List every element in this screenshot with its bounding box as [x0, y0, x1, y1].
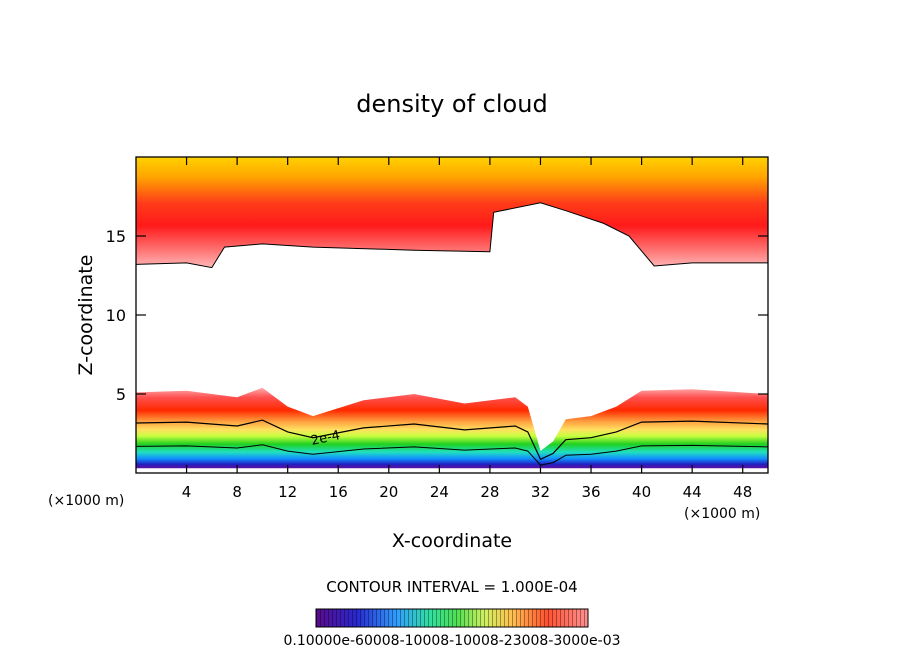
- x-tick-label: 20: [379, 483, 398, 501]
- upper-layer-edge: [136, 202, 768, 269]
- colorbar: [315, 608, 589, 628]
- x-tick-label: 4: [182, 483, 192, 501]
- y-tick-label: 10: [106, 306, 126, 325]
- x-tick-label: 36: [581, 483, 600, 501]
- x-tick-label: 32: [531, 483, 550, 501]
- x-tick-label: 48: [733, 483, 752, 501]
- contour-interval-text: CONTOUR INTERVAL = 1.000E-04: [326, 578, 577, 596]
- x-axis-label: X-coordinate: [392, 530, 512, 552]
- y-axis-label: Z-coordinate: [75, 255, 97, 376]
- x-unit-right: (×1000 m): [684, 506, 760, 522]
- plot-area: [136, 157, 768, 469]
- upper-cloud-layer: [136, 157, 768, 268]
- contour-line-2e-4: [136, 419, 768, 461]
- x-tick-label: 40: [632, 483, 651, 501]
- y-axis-ticks: 5 10 15: [106, 227, 768, 404]
- x-tick-label: 44: [683, 483, 702, 501]
- colorbar-frame: [315, 608, 589, 628]
- x-tick-label: 24: [430, 483, 449, 501]
- x-tick-label: 16: [329, 483, 348, 501]
- colorbar-stripes: [316, 609, 588, 627]
- y-tick-label: 5: [116, 385, 126, 404]
- contour-line-low: [136, 444, 768, 466]
- x-axis-ticks: 4 8 12 16 20 24 28 32 36 40 44 48: [182, 157, 752, 501]
- x-tick-label: 8: [232, 483, 242, 501]
- y-tick-label: 15: [106, 227, 126, 246]
- colorbar-tick-labels: 0.10000e-60008-10008-10008-23008-3000e-0…: [283, 633, 620, 649]
- contour-inline-label: 2e-4: [310, 428, 342, 449]
- x-tick-label: 28: [480, 483, 499, 501]
- chart-title: density of cloud: [356, 90, 547, 118]
- x-tick-label: 12: [278, 483, 297, 501]
- x-unit-left: (×1000 m): [48, 493, 124, 509]
